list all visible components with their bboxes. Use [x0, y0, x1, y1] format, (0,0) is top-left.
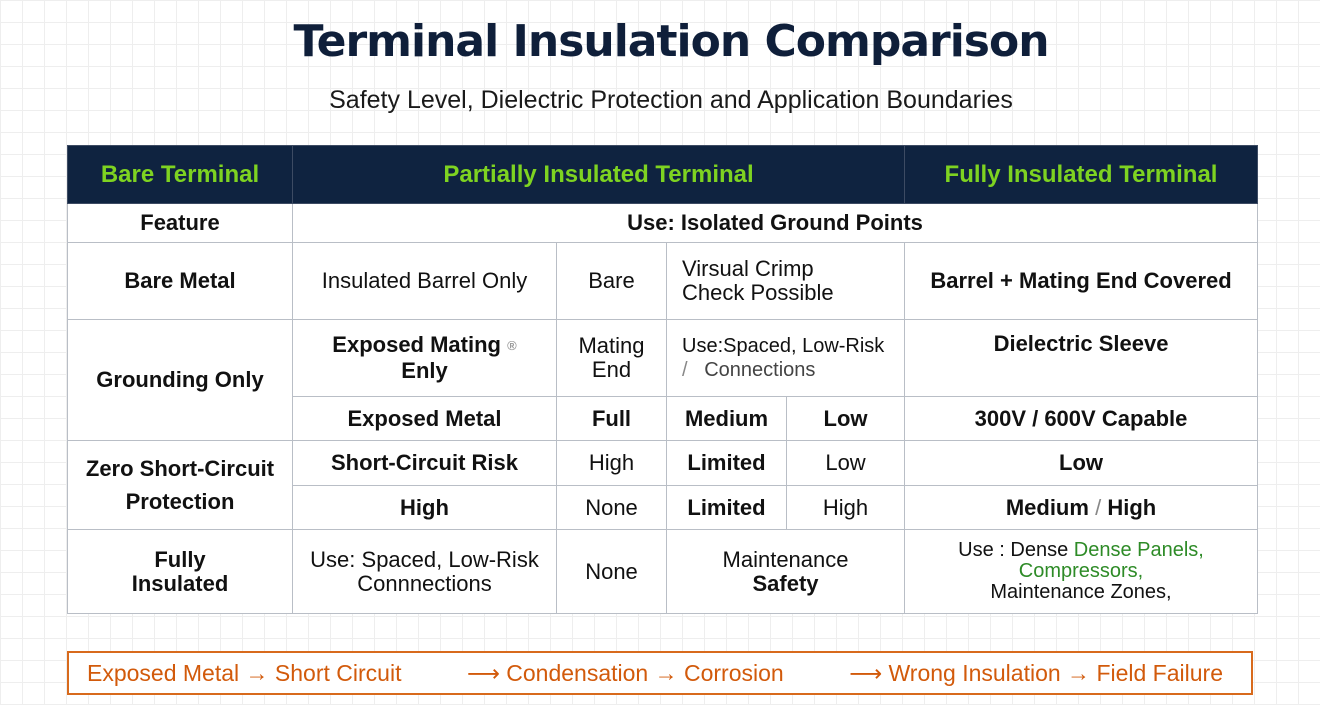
failure-item-short-circuit: Exposed Metal → Short Circuit	[87, 659, 402, 686]
cell-low-fully: Low	[904, 440, 1259, 486]
mating-end-line2: End	[591, 357, 632, 382]
table-row-bare-metal: Bare Metal Insulated Barrel Only Bare Vi…	[67, 242, 1259, 320]
feature-value: Use: Isolated Ground Points	[291, 203, 1259, 243]
use-spaced-line2: Connections	[704, 359, 816, 381]
cell-maintenance-safety: Maintenance Safety	[665, 529, 906, 614]
mating-end-line1: Mating	[578, 333, 645, 358]
cell-exposed-mating: Exposed Mating ® Enly	[292, 319, 557, 397]
cell-barrel-mating-covered: Barrel + Mating End Covered	[904, 242, 1259, 320]
page-subtitle: Safety Level, Dielectric Protection and …	[329, 86, 1013, 114]
compressors-text: Compressors,	[1018, 560, 1144, 582]
cell-medium-high: Medium / High	[904, 485, 1259, 530]
table-row-grounding-1: Grounding Only Exposed Mating ® Enly Mat…	[67, 319, 1259, 441]
cell-dielectric-sleeve: Dielectric Sleeve	[904, 319, 1259, 397]
header-partially-insulated: Partially Insulated Terminal	[291, 145, 906, 204]
header-fully-insulated: Fully Insulated Terminal	[904, 145, 1259, 204]
cell-low: Low	[785, 440, 906, 486]
registered-icon: ®	[507, 338, 517, 354]
cell-exposed-metal: Exposed Metal	[292, 396, 557, 441]
maintenance-zones-text: Maintenance Zones,	[990, 581, 1172, 603]
cell-use-spaced-connections: Use: Spaced, Low-Risk Connnections	[292, 529, 557, 614]
use-dense-prefix: Use : Dense	[958, 539, 1069, 561]
cell-limited: Limited	[666, 485, 787, 530]
use-spaced-line1: Use: Spaced, Low-Risk	[310, 546, 539, 572]
slash-mark: /	[1095, 494, 1102, 520]
cell-insulated-barrel: Insulated Barrel Only	[292, 242, 557, 320]
fully-label-line1: Fully	[154, 546, 206, 572]
table-row-feature: Feature Use: Isolated Ground Points	[67, 203, 1259, 243]
cell-limited: Limited	[666, 440, 787, 486]
cell-none: None	[556, 485, 667, 530]
dense-panels-text: Dense Panels,	[1073, 539, 1204, 561]
table-row-zero-2: High None Limited High Medium / High	[68, 485, 1259, 530]
row-label-fully-insulated: Fully Insulated	[67, 529, 293, 614]
visual-crimp-line1: Virsual Crimp	[682, 256, 814, 281]
header-bare-terminal: Bare Terminal	[67, 145, 293, 204]
table-row-fully-insulated: Fully Insulated Use: Spaced, Low-Risk Co…	[67, 529, 1259, 614]
use-spaced-line2: Connnections	[357, 570, 492, 596]
failure-item-field-failure: ⟶ Wrong Insulation → Field Failure	[849, 659, 1223, 686]
cell-medium: Medium	[666, 396, 787, 441]
zero-label-line1: Zero Short-Circuit	[85, 456, 275, 481]
cell-short-circuit-risk: Short-Circuit Risk	[292, 440, 557, 486]
exposed-mating-line1: Exposed Mating	[332, 332, 501, 358]
high-text: High	[1107, 494, 1157, 520]
failure-chain-banner: Exposed Metal → Short Circuit ⟶ Condensa…	[67, 651, 1253, 695]
failure-item-corrosion: ⟶ Condensation → Corrosion	[466, 659, 784, 686]
exposed-mating-line2: Enly	[401, 357, 448, 383]
page-title: Terminal Insulation Comparison	[293, 16, 1049, 67]
maintenance-line1: Maintenance	[722, 546, 849, 572]
row-label-feature: Feature	[67, 203, 293, 243]
comparison-table: Bare Terminal Partially Insulated Termin…	[67, 145, 1259, 614]
use-spaced-line1: Use:Spaced, Low-Risk	[682, 335, 885, 357]
table-row-zero-1: Zero Short-Circuit Protection Short-Circ…	[67, 440, 1259, 530]
slash-mark: /	[682, 359, 688, 381]
cell-use-spaced: Use:Spaced, Low-Risk / Connections	[665, 319, 906, 397]
fully-label-line2: Insulated	[131, 570, 229, 596]
cell-visual-crimp: Virsual Crimp Check Possible	[665, 242, 906, 320]
maintenance-line2: Safety	[752, 570, 819, 596]
cell-high: High	[556, 440, 667, 486]
medium-text: Medium	[1005, 494, 1089, 520]
cell-high: High	[785, 485, 906, 530]
cell-mating-end: Mating End	[556, 319, 667, 397]
cell-none: None	[556, 529, 667, 614]
cell-use-dense-panels: Use : Dense Dense Panels, Compressors, M…	[904, 529, 1259, 614]
cell-voltage-capable: 300V / 600V Capable	[904, 396, 1259, 441]
cell-bare: Bare	[556, 242, 667, 320]
visual-crimp-line2: Check Possible	[682, 280, 834, 305]
zero-label-line2: Protection	[125, 489, 235, 514]
row-label-grounding-only: Grounding Only	[67, 319, 293, 441]
row-label-zero-short-circuit: Zero Short-Circuit Protection	[67, 440, 293, 530]
cell-low: Low	[785, 396, 906, 441]
row-label-bare-metal: Bare Metal	[67, 242, 293, 320]
cell-high-bold: High	[292, 485, 557, 530]
cell-full: Full	[556, 396, 667, 441]
table-header-row: Bare Terminal Partially Insulated Termin…	[67, 145, 1259, 204]
